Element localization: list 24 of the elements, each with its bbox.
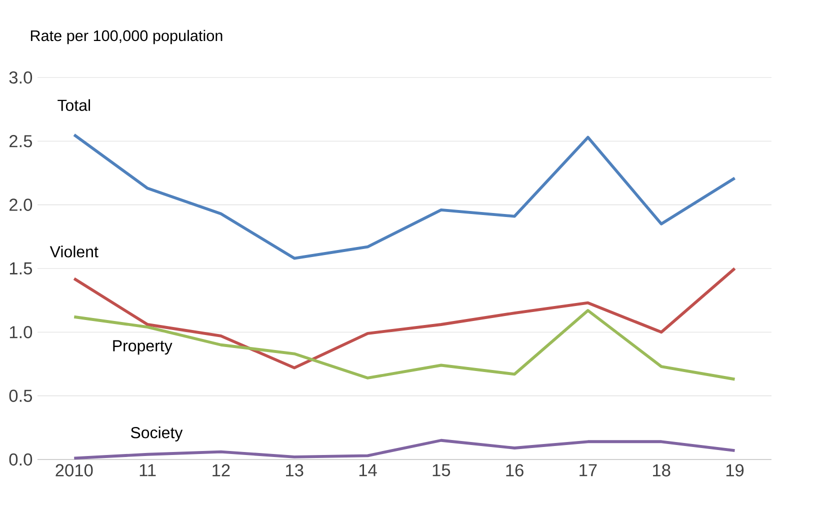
line-series <box>72 267 736 370</box>
x-tick-label: 14 <box>359 464 377 476</box>
y-tick-label: 0.0 <box>9 453 32 466</box>
y-tick-label: 1.0 <box>10 326 32 338</box>
x-tick-label: 17 <box>580 464 597 476</box>
x-tick-label: 16 <box>506 464 524 476</box>
x-tick-label: 15 <box>432 464 450 476</box>
y-tick-label: 3.0 <box>9 71 32 84</box>
x-tick-label: 12 <box>212 464 230 476</box>
y-axis-title: Rate per 100,000 population <box>30 30 222 44</box>
line-series <box>72 309 736 381</box>
series-label: Society <box>130 426 183 442</box>
x-tick-label: 18 <box>653 464 670 476</box>
series-label: Property <box>113 340 172 355</box>
y-tick-label: 2.5 <box>10 135 32 148</box>
y-tick-label: 1.5 <box>10 262 32 275</box>
x-tick-label: 2010 <box>56 464 93 476</box>
y-tick-label: 2.0 <box>10 198 32 211</box>
x-tick-label: 13 <box>286 464 304 476</box>
y-tick-label: 0.5 <box>9 390 32 402</box>
x-tick-label: 11 <box>140 464 156 476</box>
x-tick-label: 19 <box>726 464 744 476</box>
series-label: Total <box>58 99 90 111</box>
series-label: Violent <box>50 246 98 258</box>
